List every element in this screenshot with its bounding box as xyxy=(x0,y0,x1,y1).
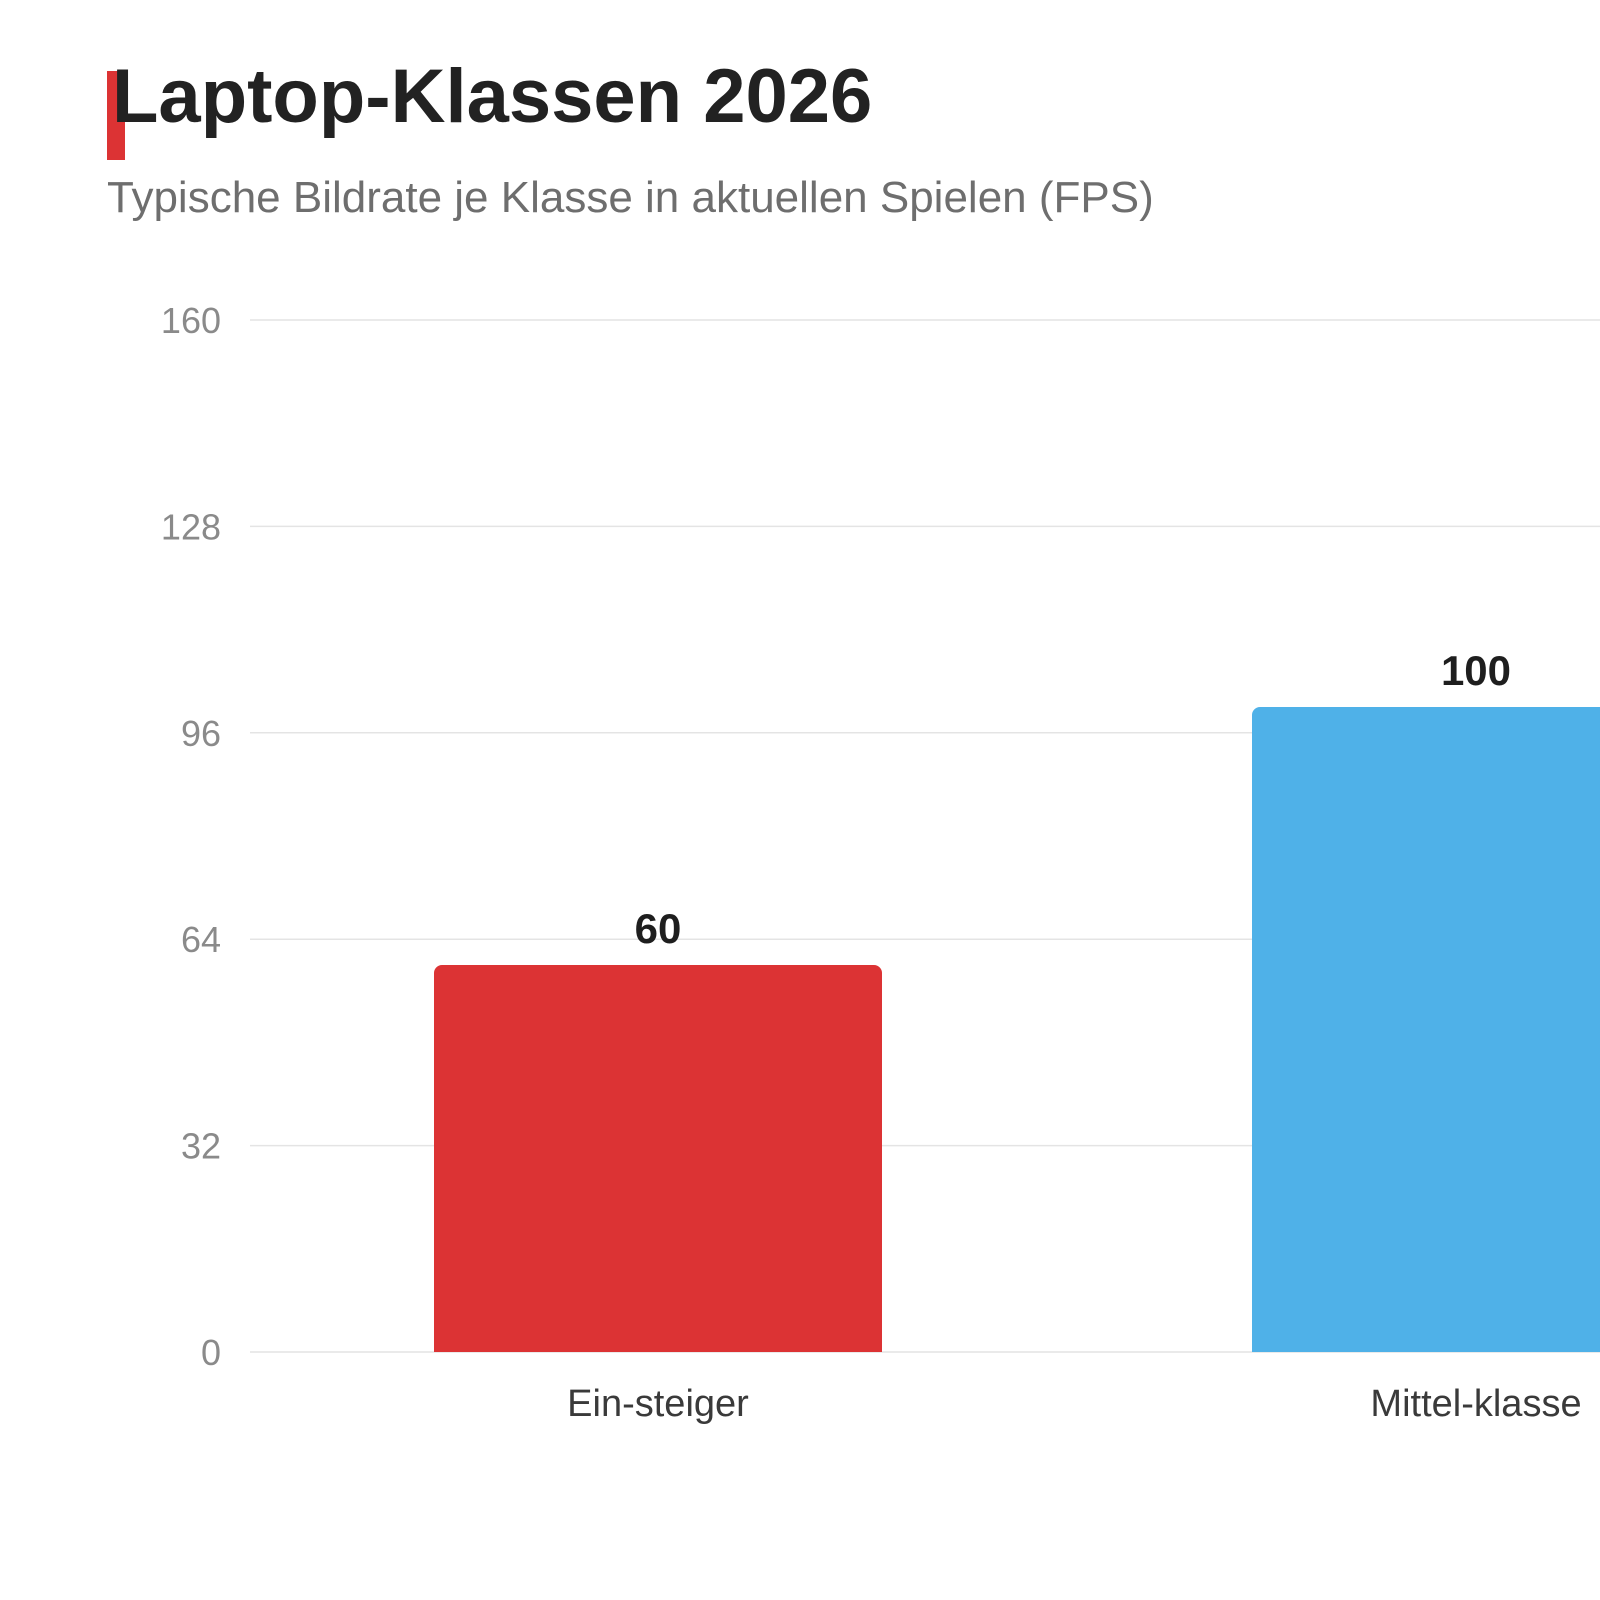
bar xyxy=(1252,707,1600,1352)
x-tick-label: Ein-steiger xyxy=(567,1383,749,1425)
bar-base xyxy=(1252,1342,1600,1352)
chart-title: Laptop-Klassen 2026 xyxy=(112,54,873,139)
data-label: 60 xyxy=(635,905,682,952)
y-tick-label: 96 xyxy=(181,713,221,754)
title-accent-bar xyxy=(107,71,125,160)
y-tick-label: 0 xyxy=(201,1332,221,1373)
x-tick-label: Mittel-klasse xyxy=(1370,1383,1581,1425)
y-tick-label: 128 xyxy=(161,506,221,547)
y-tick-label: 160 xyxy=(161,300,221,341)
chart-subtitle: Typische Bildrate je Klasse in aktuellen… xyxy=(107,173,1154,222)
bar xyxy=(434,965,882,1352)
y-tick-label: 64 xyxy=(181,919,221,960)
y-tick-label: 32 xyxy=(181,1126,221,1167)
bar-base xyxy=(434,1342,882,1352)
data-label: 100 xyxy=(1441,647,1511,694)
